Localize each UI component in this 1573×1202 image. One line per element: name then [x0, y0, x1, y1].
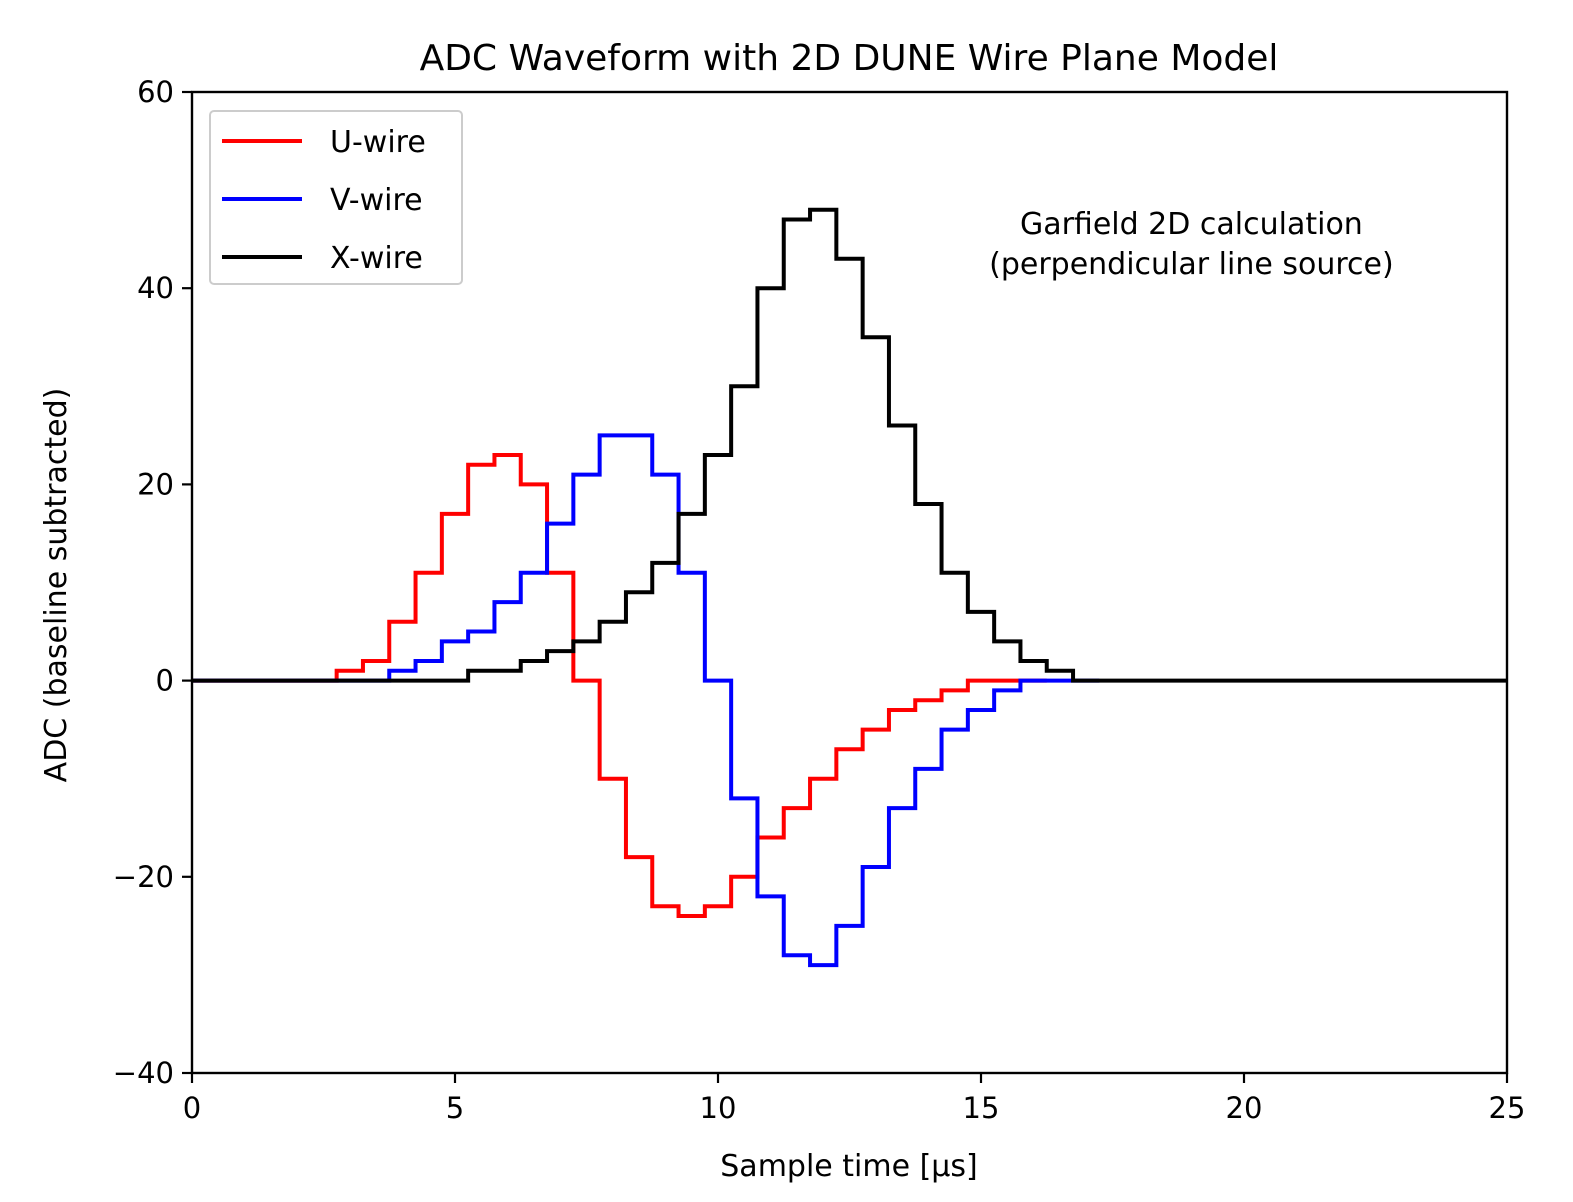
series-line-u-wire — [192, 452, 1047, 919]
x-tick-label: 20 — [1226, 1091, 1263, 1125]
plot-area — [192, 207, 1507, 968]
legend-label-x-wire: X-wire — [330, 241, 423, 276]
y-tick-label: 60 — [137, 75, 174, 109]
annotation-line: Garfield 2D calculation — [1020, 207, 1363, 242]
plot-frame — [190, 90, 1509, 1075]
axes: 0 5 10 15 20 25 −40 −20 0 20 40 60 — [113, 75, 1526, 1125]
series-line-x-wire — [192, 207, 1507, 683]
annotation: Garfield 2D calculation (perpendicular li… — [989, 207, 1394, 282]
series-line-v-wire — [192, 433, 1100, 968]
x-tick-label: 5 — [446, 1091, 464, 1125]
annotation-line: (perpendicular line source) — [989, 247, 1394, 282]
chart-title: ADC Waveform with 2D DUNE Wire Plane Mod… — [420, 38, 1279, 79]
x-tick-label: 0 — [183, 1091, 201, 1125]
legend: U-wire V-wire X-wire — [209, 110, 463, 285]
y-axis-label: ADC (baseline subtracted) — [39, 388, 74, 783]
x-axis-label: Sample time [μs] — [720, 1149, 977, 1184]
y-tick-label: 20 — [137, 467, 174, 501]
legend-label-v-wire: V-wire — [330, 183, 423, 218]
y-tick-label: −40 — [113, 1056, 174, 1090]
y-tick-label: 0 — [156, 664, 174, 698]
legend-label-u-wire: U-wire — [330, 125, 426, 160]
x-tick-label: 15 — [963, 1091, 1000, 1125]
y-tick-label: 40 — [137, 271, 174, 305]
y-tick-label: −20 — [113, 860, 174, 894]
legend-box — [209, 110, 463, 285]
x-tick-label: 25 — [1489, 1091, 1526, 1125]
x-tick-label: 10 — [700, 1091, 737, 1125]
